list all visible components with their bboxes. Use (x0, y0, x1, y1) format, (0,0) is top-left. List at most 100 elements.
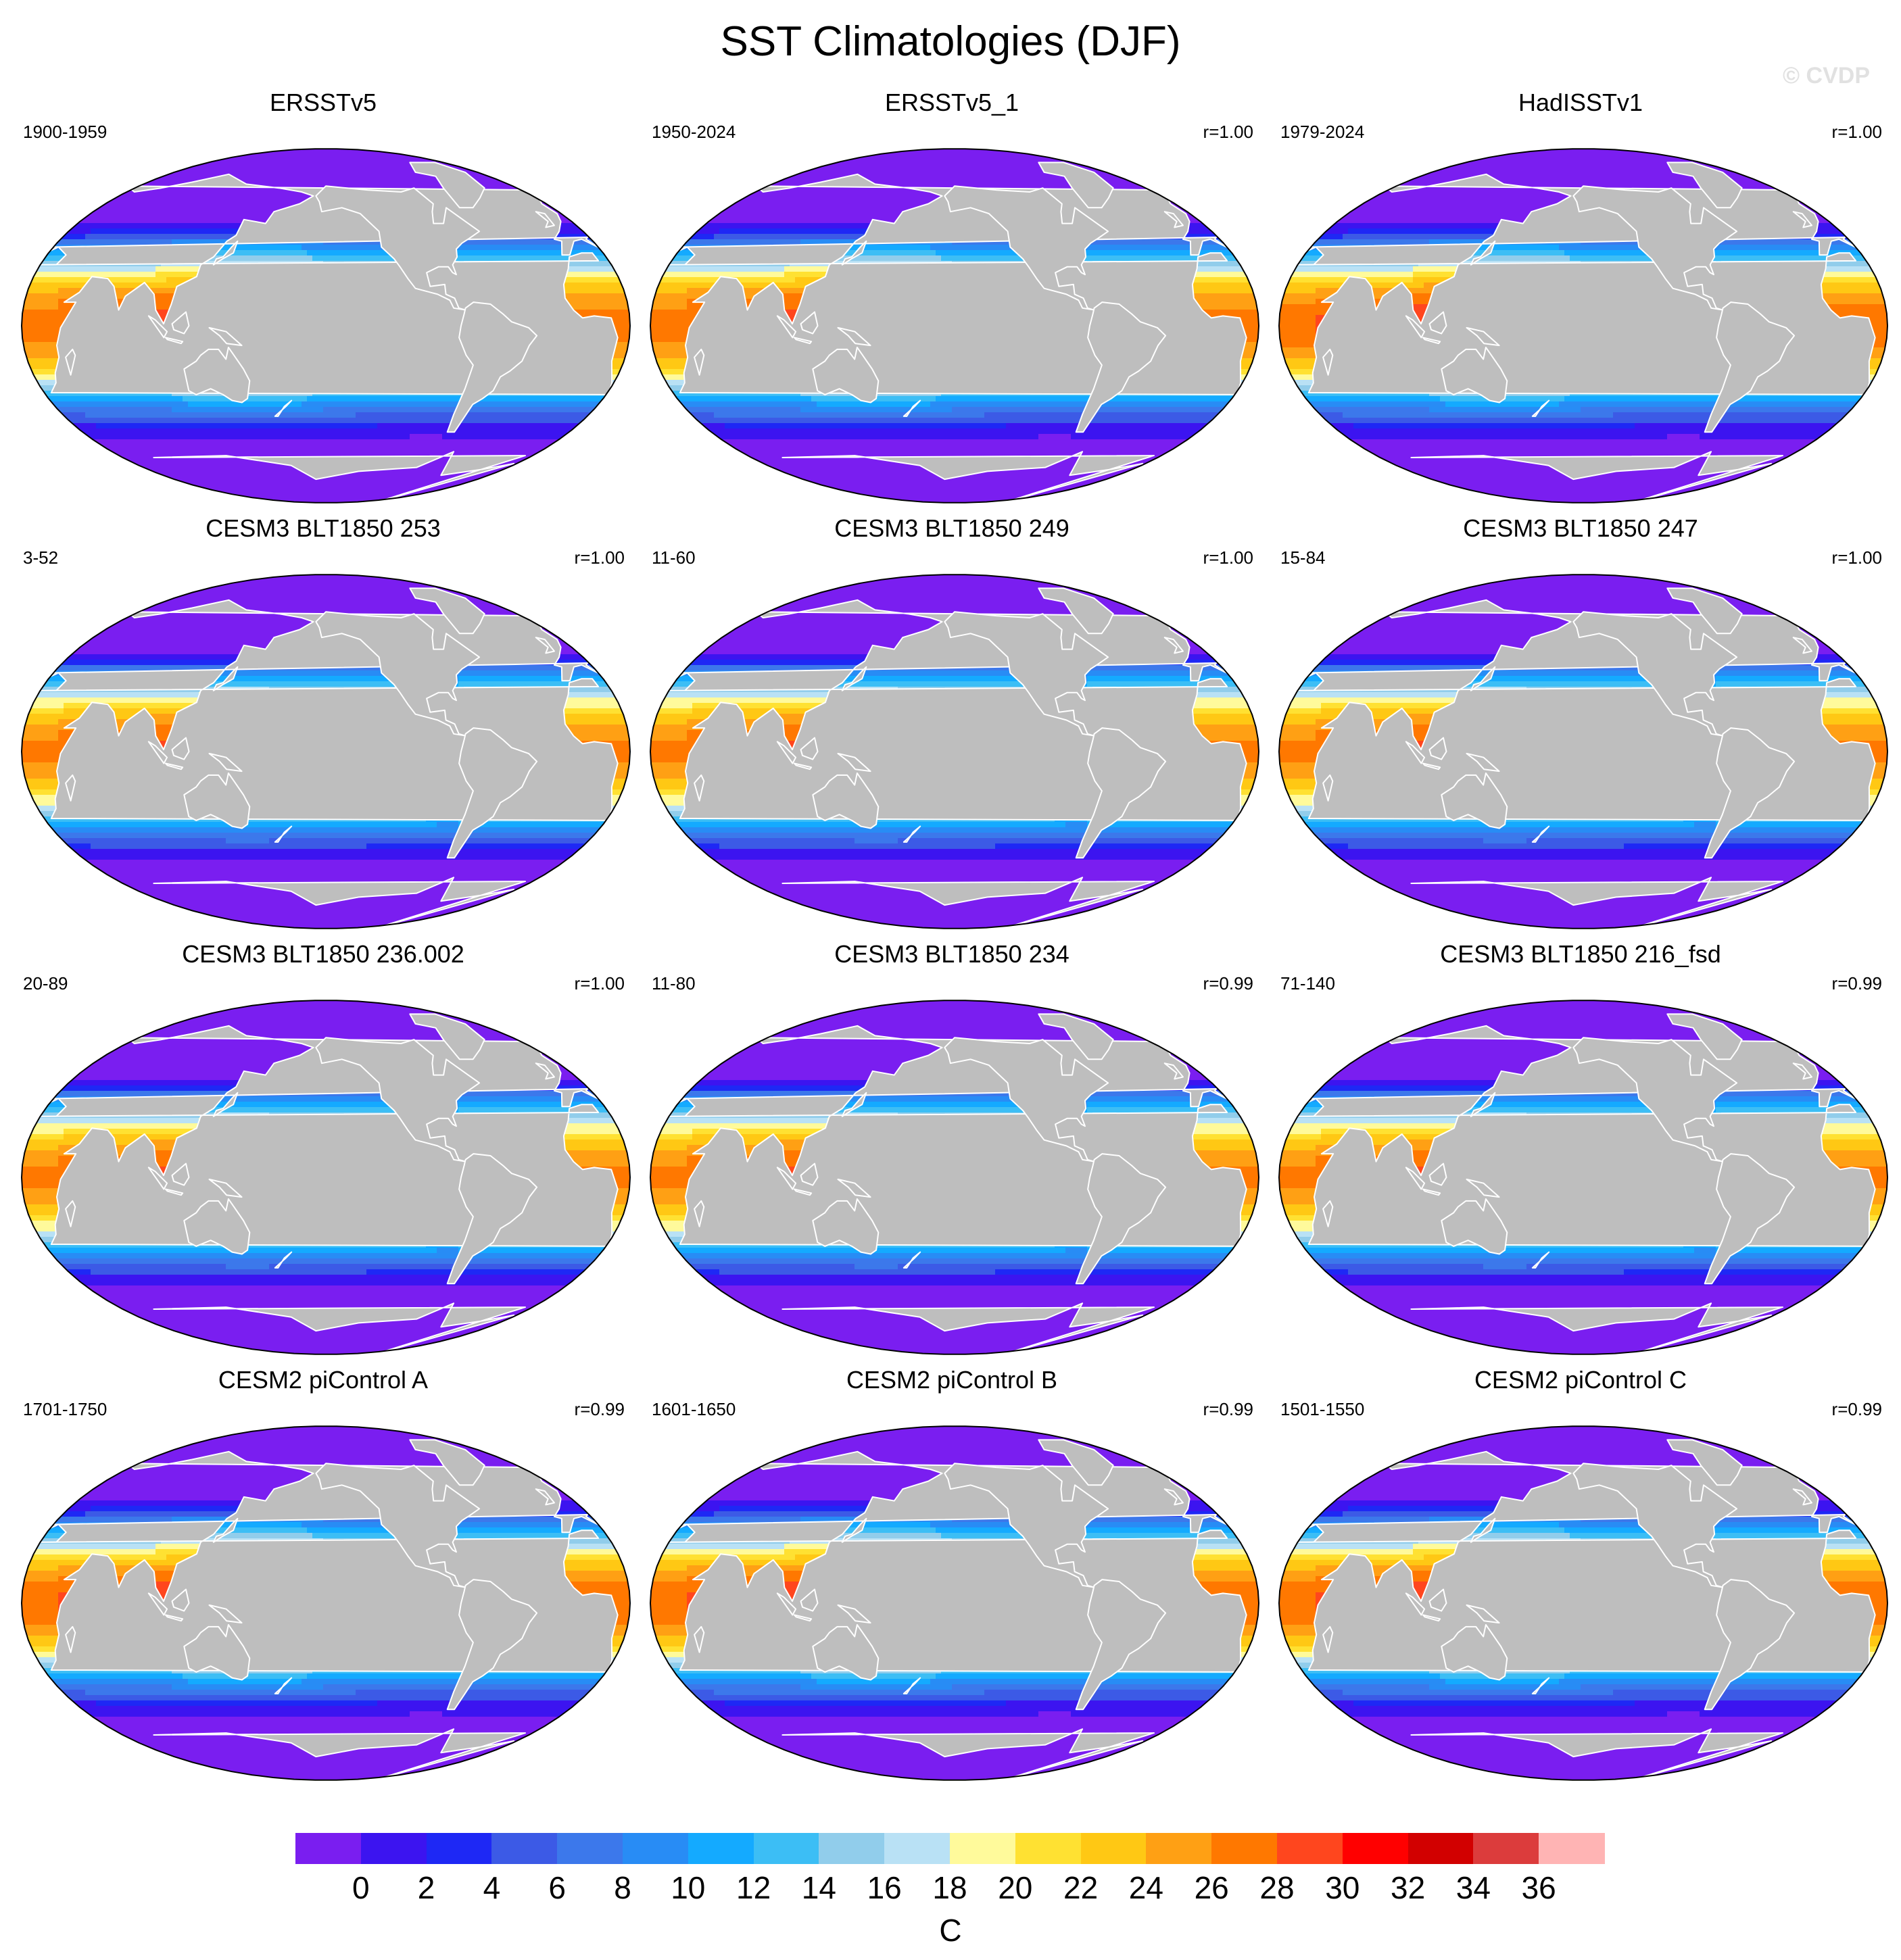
colorbar-box (819, 1833, 884, 1864)
colorbar-tick-label: 10 (661, 1869, 715, 1907)
colorbar-units: C (0, 1911, 1901, 1949)
sst-map (649, 1425, 1260, 1782)
map-panel-cesm2-picontrol-c: CESM2 piControl C 1501-1550 r=0.99 (1270, 1365, 1892, 1784)
colorbar-box (884, 1833, 950, 1864)
panel-title: CESM3 BLT1850 247 (1270, 514, 1892, 543)
panel-years: 3-52 (23, 547, 58, 568)
colorbar-tick-label: 0 (334, 1869, 388, 1907)
colorbar-box (688, 1833, 754, 1864)
panel-title: CESM3 BLT1850 236.002 (12, 939, 634, 969)
panel-correlation: r=0.99 (575, 1399, 625, 1419)
map-panel-cesm3-234: CESM3 BLT1850 234 11-80 r=0.99 (641, 939, 1263, 1358)
colorbar-box (1211, 1833, 1277, 1864)
panel-title: CESM3 BLT1850 234 (641, 939, 1263, 969)
panel-title: HadISSTv1 (1270, 88, 1892, 118)
colorbar-box (1343, 1833, 1408, 1864)
map-panel-cesm3-247: CESM3 BLT1850 247 15-84 r=1.00 (1270, 514, 1892, 933)
panel-correlation: r=1.00 (1832, 122, 1882, 142)
colorbar-box (623, 1833, 688, 1864)
panel-correlation: r=0.99 (1203, 1399, 1253, 1419)
sst-map (1278, 573, 1889, 930)
colorbar-tick-label: 4 (464, 1869, 519, 1907)
colorbar-box (1081, 1833, 1147, 1864)
sst-map (1278, 999, 1889, 1356)
colorbar-tick-label: 12 (727, 1869, 781, 1907)
colorbar-box (1408, 1833, 1474, 1864)
colorbar-tick-label: 18 (923, 1869, 977, 1907)
colorbar-tick-label: 16 (857, 1869, 911, 1907)
panel-correlation: r=1.00 (1203, 547, 1253, 568)
panel-years: 11-60 (652, 547, 696, 568)
panel-title: CESM2 piControl C (1270, 1365, 1892, 1395)
colorbar (295, 1833, 1604, 1864)
map-panel-cesm2-picontrol-a: CESM2 piControl A 1701-1750 r=0.99 (12, 1365, 634, 1784)
panel-correlation: r=1.00 (575, 547, 625, 568)
sst-map (649, 147, 1260, 504)
sst-map (20, 147, 631, 504)
panel-years: 1979-2024 (1280, 122, 1364, 142)
colorbar-tick-label: 22 (1054, 1869, 1108, 1907)
panel-title: CESM2 piControl A (12, 1365, 634, 1395)
map-panel-cesm3-216-fsd: CESM3 BLT1850 216_fsd 71-140 r=0.99 (1270, 939, 1892, 1358)
sst-map (649, 999, 1260, 1356)
colorbar-tick-label: 6 (530, 1869, 584, 1907)
cvdp-watermark: © CVDP (1783, 62, 1870, 89)
colorbar-tick-label: 2 (400, 1869, 454, 1907)
colorbar-box (1539, 1833, 1604, 1864)
colorbar-box (557, 1833, 623, 1864)
colorbar-box (1146, 1833, 1211, 1864)
colorbar-box (295, 1833, 361, 1864)
panel-title: CESM3 BLT1850 253 (12, 514, 634, 543)
colorbar-box (1277, 1833, 1343, 1864)
colorbar-box (427, 1833, 492, 1864)
sst-map (1278, 147, 1889, 504)
map-panel-cesm3-249: CESM3 BLT1850 249 11-60 r=1.00 (641, 514, 1263, 933)
colorbar-box (491, 1833, 557, 1864)
map-panel-hadisstv1: HadISSTv1 1979-2024 r=1.00 (1270, 88, 1892, 507)
panel-correlation: r=0.99 (1203, 973, 1253, 994)
map-panel-cesm3-253: CESM3 BLT1850 253 3-52 r=1.00 (12, 514, 634, 933)
sst-map (20, 1425, 631, 1782)
colorbar-box (1015, 1833, 1081, 1864)
panel-correlation: r=1.00 (1832, 547, 1882, 568)
map-panel-ersstv5: ERSSTv5 1900-1959 (12, 88, 634, 507)
panel-years: 1601-1650 (652, 1399, 736, 1419)
map-panel-cesm3-236-002: CESM3 BLT1850 236.002 20-89 r=1.00 (12, 939, 634, 1358)
panel-title: CESM3 BLT1850 216_fsd (1270, 939, 1892, 969)
panel-correlation: r=0.99 (1832, 1399, 1882, 1419)
colorbar-box (754, 1833, 819, 1864)
panel-years: 1900-1959 (23, 122, 107, 142)
colorbar-tick-label: 14 (792, 1869, 846, 1907)
panel-correlation: r=0.99 (1832, 973, 1882, 994)
sst-map (20, 573, 631, 930)
colorbar-tick-label: 20 (988, 1869, 1042, 1907)
panel-years: 11-80 (652, 973, 696, 994)
panel-title: ERSSTv5_1 (641, 88, 1263, 118)
figure-title: SST Climatologies (DJF) (0, 15, 1901, 69)
panel-years: 71-140 (1280, 973, 1335, 994)
colorbar-tick-label: 34 (1446, 1869, 1500, 1907)
colorbar-box (950, 1833, 1015, 1864)
colorbar-box (1473, 1833, 1539, 1864)
panel-years: 1501-1550 (1280, 1399, 1364, 1419)
panel-correlation: r=1.00 (575, 973, 625, 994)
panel-title: CESM3 BLT1850 249 (641, 514, 1263, 543)
colorbar-tick-label: 28 (1250, 1869, 1304, 1907)
colorbar-tick-label: 26 (1184, 1869, 1238, 1907)
colorbar-tick-label: 32 (1381, 1869, 1435, 1907)
panel-years: 1701-1750 (23, 1399, 107, 1419)
colorbar-tick-label: 30 (1316, 1869, 1370, 1907)
panel-title: ERSSTv5 (12, 88, 634, 118)
colorbar-tick-label: 36 (1512, 1869, 1566, 1907)
sst-map (20, 999, 631, 1356)
colorbar-tick-label: 8 (596, 1869, 650, 1907)
panel-title: CESM2 piControl B (641, 1365, 1263, 1395)
map-panel-cesm2-picontrol-b: CESM2 piControl B 1601-1650 r=0.99 (641, 1365, 1263, 1784)
colorbar-tick-label: 24 (1119, 1869, 1173, 1907)
sst-map (649, 573, 1260, 930)
panel-years: 15-84 (1280, 547, 1326, 568)
panel-years: 1950-2024 (652, 122, 736, 142)
panel-years: 20-89 (23, 973, 68, 994)
colorbar-box (361, 1833, 427, 1864)
sst-map (1278, 1425, 1889, 1782)
